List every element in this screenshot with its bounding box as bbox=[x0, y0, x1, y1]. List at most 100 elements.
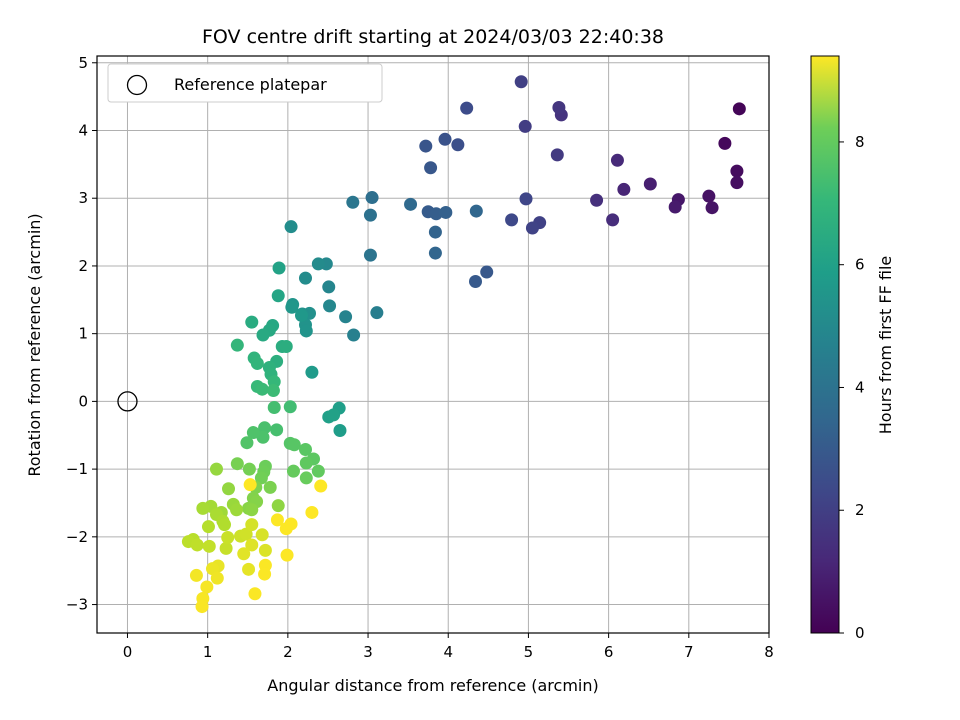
scatter-point bbox=[327, 408, 341, 422]
scatter-point bbox=[242, 562, 256, 576]
scatter-point bbox=[258, 567, 272, 581]
y-tick-label: 4 bbox=[78, 121, 88, 139]
chart-title: FOV centre drift starting at 2024/03/03 … bbox=[202, 26, 664, 48]
scatter-point bbox=[518, 119, 532, 133]
scatter-point bbox=[286, 464, 300, 478]
scatter-point bbox=[428, 225, 442, 239]
scatter-point bbox=[424, 161, 438, 175]
scatter-point bbox=[730, 176, 744, 190]
scatter-point bbox=[346, 195, 360, 209]
scatter-point bbox=[202, 539, 216, 553]
scatter-point bbox=[245, 315, 259, 329]
x-tick-label: 1 bbox=[203, 643, 213, 661]
scatter-point bbox=[298, 271, 312, 285]
scatter-point bbox=[195, 600, 209, 614]
scatter-point bbox=[428, 246, 442, 260]
y-tick-label: 3 bbox=[78, 189, 88, 207]
scatter-point bbox=[299, 471, 313, 485]
scatter-point bbox=[255, 382, 269, 396]
x-tick-label: 5 bbox=[524, 643, 534, 661]
scatter-point bbox=[258, 543, 272, 557]
y-tick-label: 5 bbox=[78, 54, 88, 72]
scatter-point bbox=[239, 527, 253, 541]
scatter-point bbox=[230, 503, 244, 517]
scatter-point bbox=[299, 324, 313, 338]
colorbar-tick-label: 0 bbox=[855, 624, 865, 642]
colorbar-ticks: 0 2 4 6 8 bbox=[839, 133, 865, 642]
scatter-point bbox=[222, 482, 236, 496]
scatter-point bbox=[363, 208, 377, 222]
scatter-point bbox=[271, 499, 285, 513]
scatter-point bbox=[254, 471, 268, 485]
scatter-point bbox=[451, 138, 465, 152]
scatter-point bbox=[404, 197, 418, 211]
legend-entry-reference: Reference platepar bbox=[174, 75, 327, 94]
scatter-point bbox=[219, 541, 233, 555]
scatter-point bbox=[590, 193, 604, 207]
scatter-point bbox=[256, 328, 270, 342]
scatter-point bbox=[460, 101, 474, 115]
scatter-point bbox=[552, 100, 566, 114]
colorbar-label: Hours from first FF file bbox=[876, 256, 895, 435]
scatter-point bbox=[240, 436, 254, 450]
colorbar-tick-label: 6 bbox=[855, 256, 865, 274]
scatter-point bbox=[243, 478, 257, 492]
x-axis-ticks: 0 1 2 3 4 5 6 7 8 bbox=[123, 633, 774, 661]
scatter-point bbox=[250, 356, 264, 370]
scatter-point bbox=[730, 164, 744, 178]
scatter-point bbox=[245, 518, 259, 532]
scatter-point bbox=[469, 204, 483, 218]
legend: Reference platepar bbox=[107, 63, 383, 103]
y-axis-ticks: −3 −2 −1 0 1 2 3 4 5 bbox=[66, 54, 97, 614]
scatter-point bbox=[419, 139, 433, 153]
colorbar-gradient bbox=[810, 55, 840, 634]
scatter-point bbox=[610, 153, 624, 167]
scatter-point bbox=[606, 213, 620, 227]
x-axis-label: Angular distance from reference (arcmin) bbox=[267, 676, 598, 695]
scatter-point bbox=[242, 462, 256, 476]
scatter-points bbox=[181, 75, 746, 614]
scatter-point bbox=[256, 430, 270, 444]
scatter-point bbox=[294, 308, 308, 322]
scatter-point bbox=[287, 438, 301, 452]
scatter-point bbox=[245, 503, 259, 517]
scatter-point bbox=[718, 136, 732, 150]
scatter-point bbox=[333, 424, 347, 438]
scatter-point bbox=[705, 201, 719, 215]
scatter-point bbox=[514, 75, 528, 89]
scatter-point bbox=[263, 480, 277, 494]
scatter-point bbox=[248, 587, 262, 601]
reference-marker-group bbox=[117, 391, 138, 412]
scatter-point bbox=[284, 517, 298, 531]
scatter-point bbox=[732, 102, 746, 116]
y-axis-label: Rotation from reference (arcmin) bbox=[25, 213, 44, 476]
scatter-point bbox=[190, 538, 204, 552]
scatter-point bbox=[210, 571, 224, 585]
colorbar: 0 2 4 6 8 Hours from first FF file bbox=[810, 55, 895, 642]
reference-platepar-marker bbox=[117, 391, 138, 412]
colorbar-tick-label: 4 bbox=[855, 378, 865, 396]
scatter-point bbox=[305, 505, 319, 519]
scatter-point bbox=[299, 456, 313, 470]
scatter-point bbox=[270, 513, 284, 527]
x-tick-label: 3 bbox=[363, 643, 373, 661]
colorbar-tick-label: 2 bbox=[855, 501, 865, 519]
scatter-point bbox=[279, 340, 293, 354]
scatter-point bbox=[702, 189, 716, 203]
scatter-point bbox=[230, 338, 244, 352]
scatter-point bbox=[196, 501, 210, 515]
x-tick-label: 0 bbox=[123, 643, 133, 661]
scatter-point bbox=[363, 248, 377, 262]
scatter-point bbox=[519, 192, 533, 206]
scatter-point bbox=[230, 457, 244, 471]
scatter-point bbox=[480, 265, 494, 279]
scatter-point bbox=[209, 462, 223, 476]
scatter-point bbox=[438, 132, 452, 146]
y-tick-label: 0 bbox=[78, 392, 88, 410]
scatter-point bbox=[429, 207, 443, 221]
scatter-point bbox=[200, 580, 214, 594]
scatter-point bbox=[284, 220, 298, 234]
grid-lines bbox=[97, 56, 770, 633]
scatter-point bbox=[439, 205, 453, 219]
scatter-point bbox=[218, 518, 232, 532]
